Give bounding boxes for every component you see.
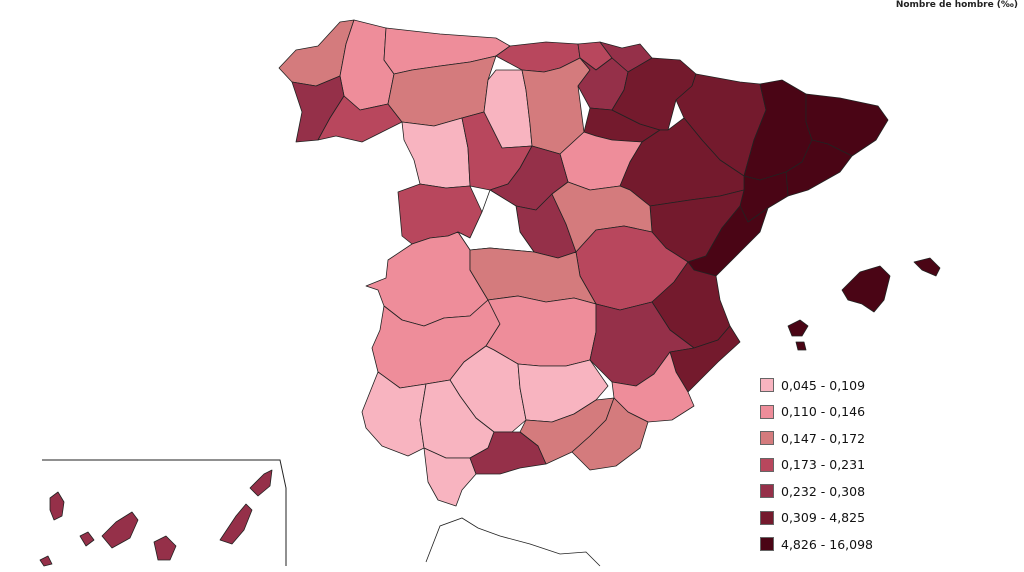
legend-label: 0,173 - 0,231 bbox=[781, 457, 866, 473]
legend-swatch bbox=[760, 510, 774, 525]
legend-label: 0,045 - 0,109 bbox=[781, 377, 866, 393]
legend-item: 0,110 - 0,146 bbox=[760, 399, 873, 426]
province-zamora[interactable] bbox=[401, 117, 471, 189]
legend-swatch bbox=[760, 457, 774, 472]
legend-label: 0,110 - 0,146 bbox=[781, 404, 866, 420]
legend-swatch bbox=[760, 484, 774, 499]
province-navarra[interactable] bbox=[611, 57, 697, 131]
province-canarias[interactable] bbox=[39, 469, 273, 567]
north-africa-outline bbox=[425, 517, 601, 567]
province-malaga[interactable] bbox=[469, 431, 547, 475]
legend-swatch bbox=[760, 378, 774, 393]
canarias-inset-frame bbox=[42, 459, 287, 566]
legend-swatch bbox=[760, 537, 774, 552]
legend: 0,045 - 0,109 0,110 - 0,146 0,147 - 0,172 0… bbox=[760, 372, 873, 558]
legend-swatch bbox=[760, 431, 774, 446]
province-salamanca[interactable] bbox=[397, 183, 483, 245]
legend-label: 0,147 - 0,172 bbox=[781, 430, 866, 446]
legend-item: 0,309 - 4,825 bbox=[760, 505, 873, 532]
province-baleares[interactable] bbox=[787, 257, 941, 351]
province-cadiz[interactable] bbox=[423, 447, 477, 507]
province-almeria[interactable] bbox=[571, 397, 649, 471]
legend-item: 4,826 - 16,098 bbox=[760, 531, 873, 558]
legend-label: 0,309 - 4,825 bbox=[781, 510, 866, 526]
legend-label: 4,826 - 16,098 bbox=[781, 536, 873, 552]
legend-item: 0,147 - 0,172 bbox=[760, 425, 873, 452]
province-burgos[interactable] bbox=[521, 57, 591, 155]
province-girona[interactable] bbox=[805, 93, 889, 157]
province-huelva[interactable] bbox=[361, 371, 427, 457]
province-ourense[interactable] bbox=[317, 95, 403, 143]
legend-item: 0,173 - 0,231 bbox=[760, 452, 873, 479]
province-barcelona[interactable] bbox=[785, 139, 853, 197]
province-toledo[interactable] bbox=[469, 247, 597, 305]
legend-item: 0,045 - 0,109 bbox=[760, 372, 873, 399]
map-title: Nombre de hombre (‰) bbox=[895, 0, 1018, 10]
legend-swatch bbox=[760, 404, 774, 419]
legend-item: 0,232 - 0,308 bbox=[760, 478, 873, 505]
legend-label: 0,232 - 0,308 bbox=[781, 483, 866, 499]
